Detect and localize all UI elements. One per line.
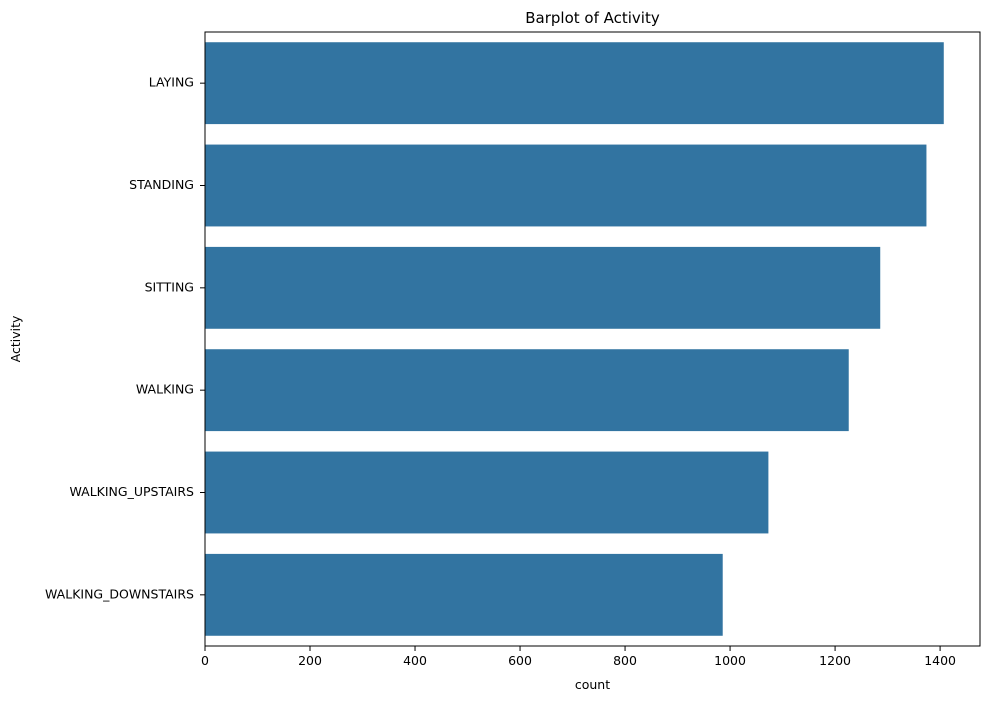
bar-walking-upstairs: [205, 451, 769, 534]
x-tick-label: 800: [613, 653, 637, 668]
y-tick-label: WALKING_UPSTAIRS: [69, 484, 194, 499]
plot-area-frame: [204, 31, 981, 647]
y-tick-label: SITTING: [145, 279, 194, 294]
x-axis-label: count: [575, 677, 610, 692]
x-tick-label: 1000: [714, 653, 746, 668]
bar-sitting: [205, 246, 881, 329]
x-tick-label: 1400: [924, 653, 956, 668]
bar-walking-downstairs: [205, 553, 723, 636]
bar-walking: [205, 349, 849, 432]
y-axis-ticks: LAYING STANDING SITTING WALKING WALKING_UPST…: [45, 75, 205, 601]
y-axis-label: Activity: [8, 315, 23, 362]
x-axis-ticks: 0 200 400 600 800 1000 1200 1400: [201, 646, 956, 668]
bars-group: [205, 42, 944, 636]
x-tick-label: 200: [298, 653, 322, 668]
chart-title: Barplot of Activity: [525, 9, 660, 27]
x-tick-label: 600: [508, 653, 532, 668]
x-tick-label: 400: [403, 653, 427, 668]
y-tick-label: WALKING_DOWNSTAIRS: [45, 586, 194, 601]
y-tick-label: LAYING: [149, 75, 194, 90]
x-tick-label: 0: [201, 653, 209, 668]
y-tick-label: STANDING: [129, 177, 194, 192]
bar-standing: [205, 144, 927, 227]
y-tick-label: WALKING: [136, 382, 194, 397]
bar-laying: [205, 42, 944, 125]
x-tick-label: 1200: [819, 653, 851, 668]
